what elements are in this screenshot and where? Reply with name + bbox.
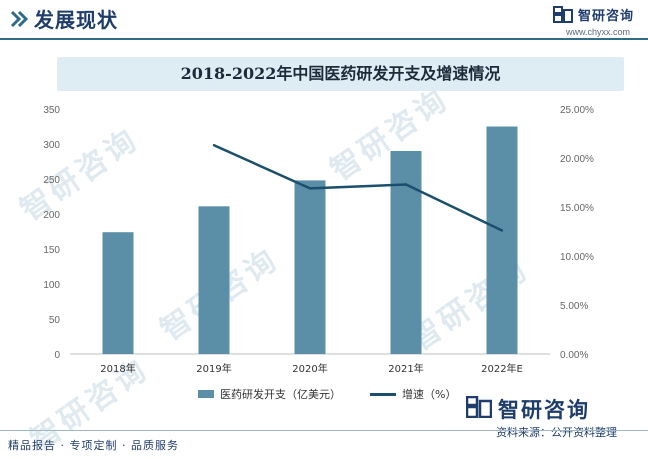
x-tick-label: 2018年: [100, 362, 135, 375]
y-left-tick-label: 100: [43, 280, 60, 291]
y-right-tick-label: 0.00%: [560, 350, 588, 361]
y-left-tick-label: 300: [43, 140, 60, 151]
legend-label-line: 增速（%）: [402, 388, 457, 401]
growth-line: [213, 144, 503, 232]
x-tick-label: 2019年: [196, 362, 231, 375]
y-right-tick-label: 10.00%: [560, 252, 594, 263]
bar: [294, 180, 326, 354]
footer-brand: 智研咨询: [498, 398, 590, 422]
bar: [198, 206, 230, 354]
bar: [486, 126, 518, 354]
section-title: 发展现状: [34, 8, 118, 32]
brand-url: www.chyxx.com: [566, 27, 631, 37]
legend-item-bar: 医药研发开支（亿美元）: [198, 386, 341, 402]
x-tick-label: 2021年: [388, 362, 423, 375]
legend-label-bar: 医药研发开支（亿美元）: [220, 388, 341, 401]
growth-point: [404, 183, 408, 186]
y-left-tick-label: 200: [43, 210, 60, 221]
footer-divider: [0, 430, 648, 431]
double-chevron-icon: [10, 10, 29, 28]
y-left-tick-label: 350: [43, 105, 60, 116]
chart-title-background: [57, 57, 624, 91]
brand-logo-icon: [553, 6, 573, 23]
y-left-tick-label: 150: [43, 245, 60, 256]
x-tick-label: 2020年: [292, 362, 327, 375]
legend-item-line: 增速（%）: [370, 386, 456, 402]
header-divider: [0, 38, 648, 40]
growth-point: [500, 229, 504, 232]
header-bar: 发展现状 智研咨询 www.chyxx.com: [0, 0, 648, 38]
chart-title: 2018-2022年中国医药研发开支及增速情况: [180, 64, 501, 83]
footer-tagline: 精品报告 · 专项定制 · 品质服务: [8, 439, 179, 452]
data-source: 资料来源：公开资料整理: [496, 426, 617, 439]
x-tick-label: 2022年E: [481, 362, 523, 375]
y-left-tick-label: 250: [43, 175, 60, 186]
y-left-tick-label: 0: [54, 350, 60, 361]
legend-swatch-line: [370, 392, 396, 396]
y-right-tick-label: 15.00%: [560, 203, 594, 214]
legend-swatch-bar: [198, 390, 214, 398]
y-right-tick-label: 5.00%: [560, 301, 588, 312]
y-right-tick-label: 25.00%: [560, 105, 594, 116]
y-right-tick-label: 20.00%: [560, 154, 594, 165]
bar: [390, 151, 422, 354]
growth-point: [308, 187, 312, 190]
footer-logo-icon: [466, 396, 492, 418]
brand-name: 智研咨询: [578, 9, 635, 24]
bar: [102, 232, 134, 354]
y-left-tick-label: 50: [49, 315, 61, 326]
growth-point: [212, 144, 216, 147]
